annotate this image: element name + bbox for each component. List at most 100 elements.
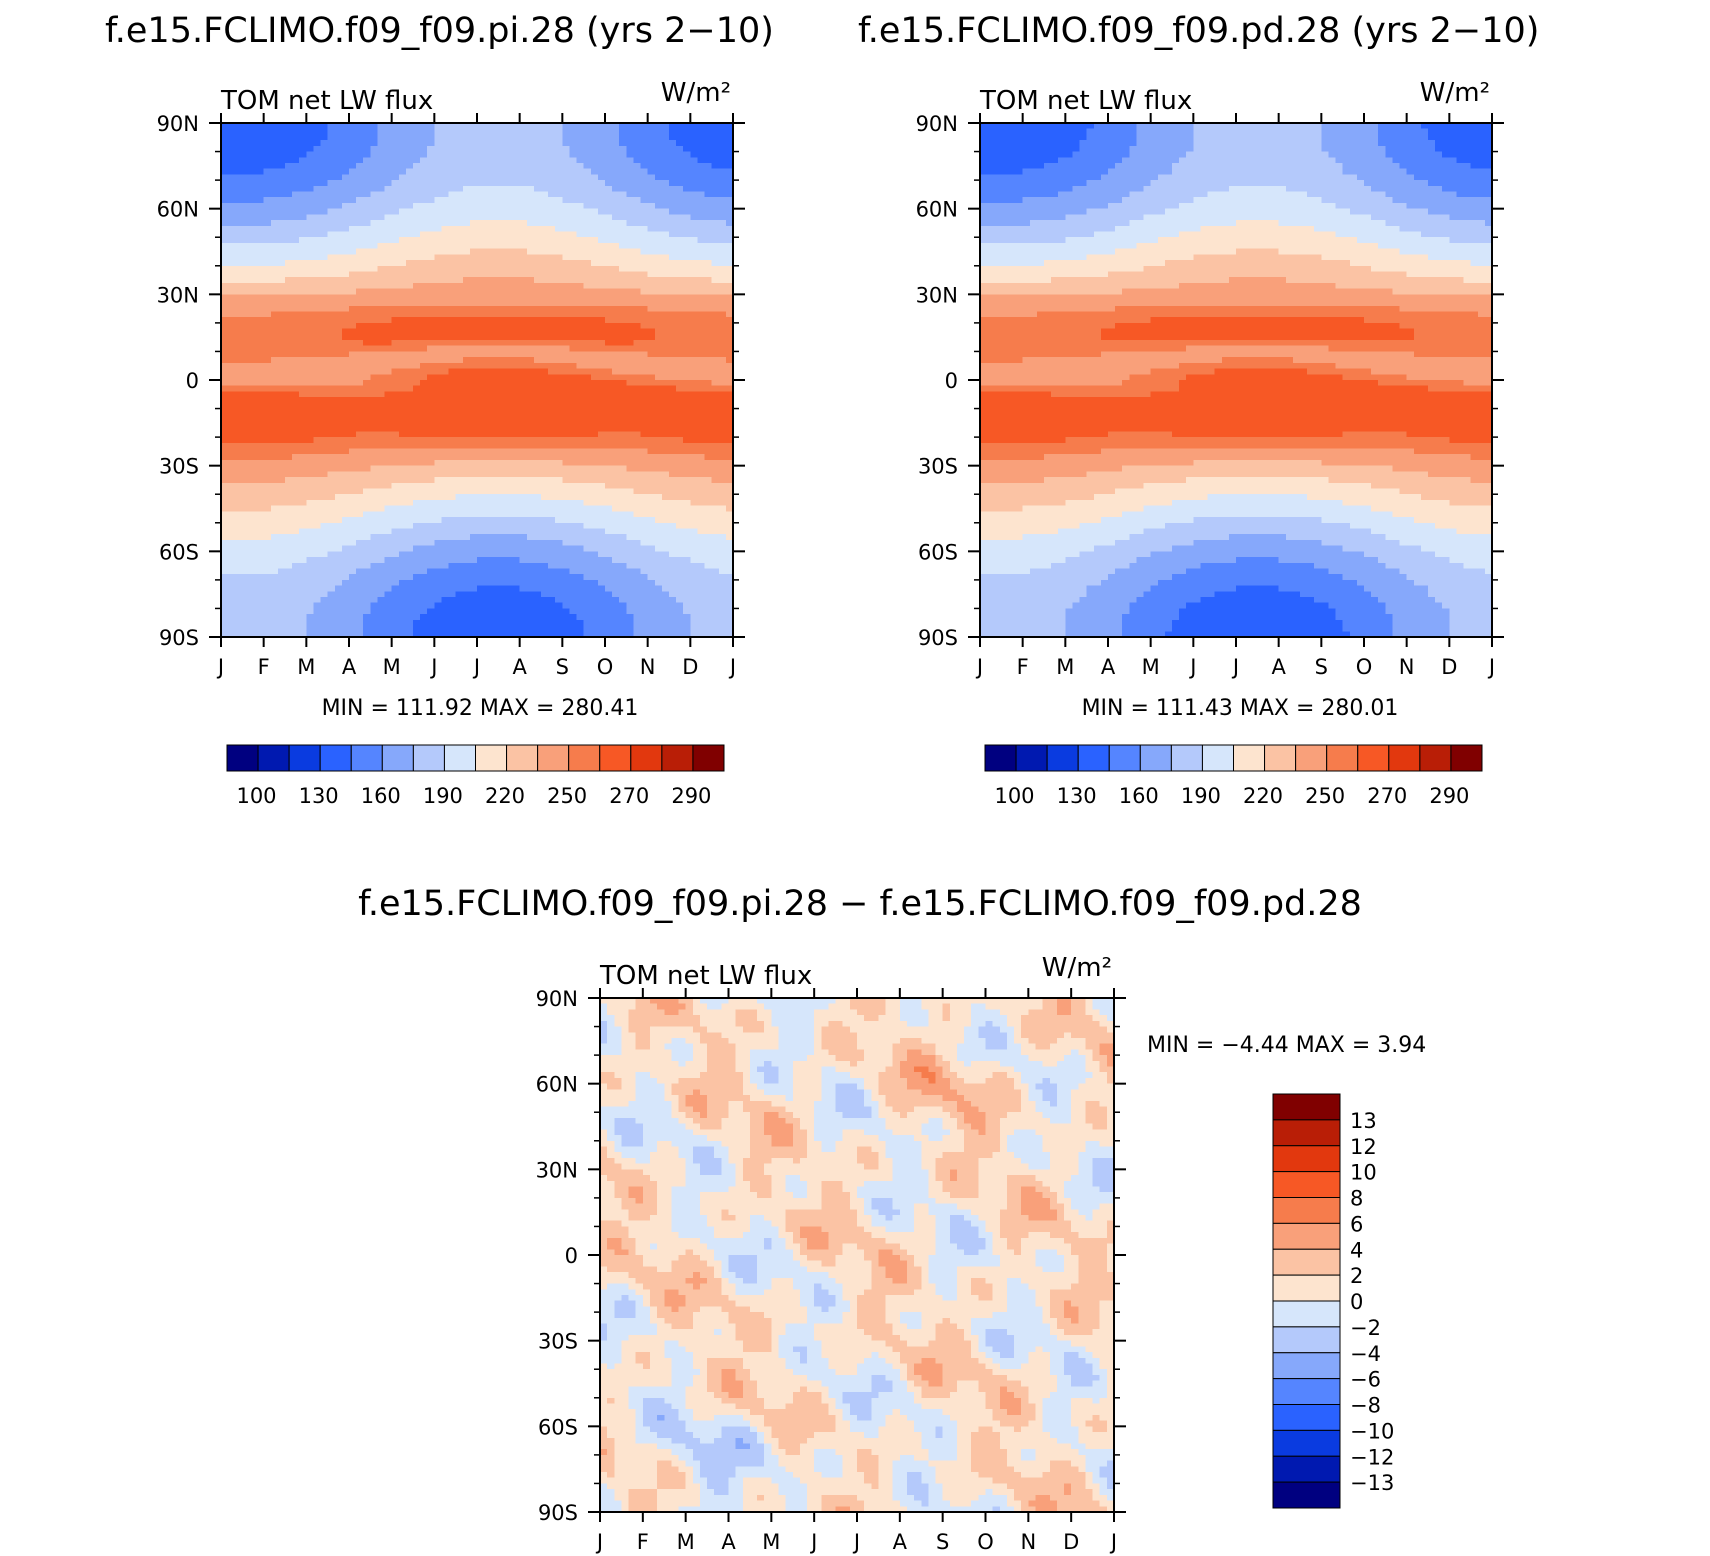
contour-cell [278,226,286,232]
contour-cell [385,466,393,472]
contour-cell [420,471,428,477]
contour-cell [520,146,528,152]
contour-cell [591,443,599,449]
contour-cell [313,437,321,443]
contour-cell [449,294,457,300]
contour-cell [456,374,464,380]
contour-cell [363,134,371,140]
contour-cell [285,260,293,266]
contour-cell [264,329,272,335]
contour-cell [392,260,400,266]
contour-cell [477,460,485,466]
contour-cell [370,511,378,517]
contour-cell [456,466,464,472]
contour-cell [321,232,329,238]
contour-cell [626,386,634,392]
contour-cell [605,237,613,243]
contour-cell [463,197,471,203]
contour-cell [562,300,570,306]
contour-cell [641,169,649,175]
contour-cell [648,494,656,500]
contour-cell [584,483,592,489]
contour-cell [690,203,698,209]
contour-cell [548,471,556,477]
contour-cell [690,180,698,186]
contour-cell [306,351,314,357]
contour-cell [641,340,649,346]
contour-cell [449,317,457,323]
contour-cell [513,409,521,415]
contour-cell [513,140,521,146]
contour-cell [441,494,449,500]
contour-cell [648,414,656,420]
contour-cell [655,454,663,460]
contour-cell [477,351,485,357]
contour-cell [228,363,236,369]
contour-cell [242,186,250,192]
contour-cell [491,380,499,386]
contour-cell [555,237,563,243]
contour-cell [562,460,570,466]
contour-cell [420,214,428,220]
contour-cell [669,369,677,375]
contour-cell [697,174,705,180]
contour-cell [306,174,314,180]
contour-cell [619,203,627,209]
contour-cell [584,449,592,455]
contour-cell [669,329,677,335]
contour-cell [342,152,350,158]
contour-cell [705,380,713,386]
contour-cell [427,391,435,397]
contour-cell [456,214,464,220]
contour-cell [555,243,563,249]
contour-cell [612,311,620,317]
contour-cell [413,431,421,437]
contour-cell [313,414,321,420]
contour-cell [633,489,641,495]
contour-cell [605,511,613,517]
contour-cell [569,237,577,243]
contour-cell [249,220,257,226]
contour-cell [249,403,257,409]
contour-cell [242,163,250,169]
contour-cell [527,369,535,375]
contour-cell [349,237,357,243]
contour-cell [306,386,314,392]
contour-cell [598,414,606,420]
contour-cell [321,386,329,392]
panel-pi-title: f.e15.FCLIMO.f09_f09.pi.28 (yrs 2−10) [105,11,774,51]
contour-cell [548,226,556,232]
contour-cell [413,300,421,306]
contour-cell [449,186,457,192]
contour-cell [562,226,570,232]
contour-cell [584,346,592,352]
contour-cell [619,329,627,335]
contour-cell [292,346,300,352]
contour-cell [541,203,549,209]
contour-cell [221,374,229,380]
contour-cell [633,351,641,357]
contour-cell [463,477,471,483]
contour-cell [705,146,713,152]
contour-cell [399,511,407,517]
contour-cell [633,174,641,180]
contour-cell [235,517,243,523]
contour-cell [392,466,400,472]
contour-cell [562,289,570,295]
contour-cell [498,317,506,323]
contour-cell [527,386,535,392]
contour-cell [271,477,279,483]
contour-cell [491,357,499,363]
contour-cell [648,483,656,489]
contour-cell [577,506,585,512]
contour-cell [619,163,627,169]
contour-cell [221,409,229,415]
contour-cell [548,369,556,375]
contour-cell [392,317,400,323]
contour-cell [299,477,307,483]
contour-cell [626,437,634,443]
contour-cell [292,294,300,300]
contour-cell [520,334,528,340]
contour-cell [257,129,265,135]
contour-cell [413,329,421,335]
